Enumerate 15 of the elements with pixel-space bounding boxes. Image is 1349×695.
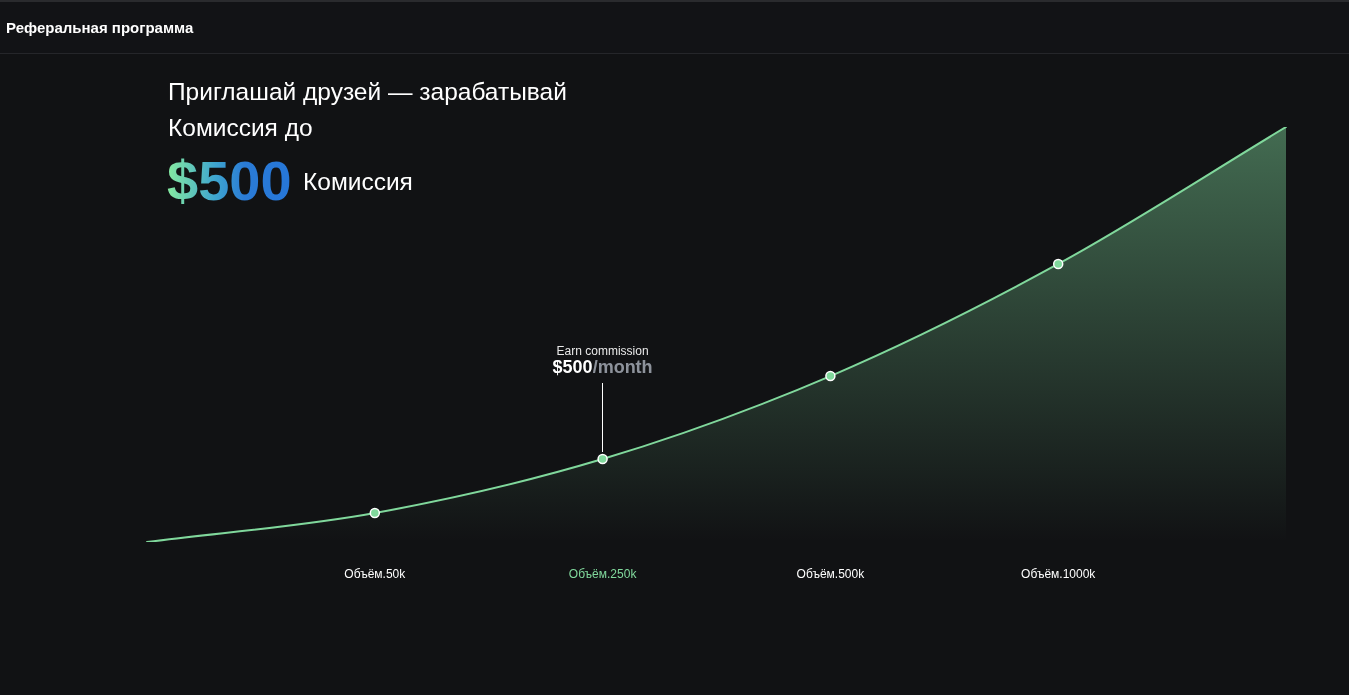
point <box>825 370 836 382</box>
chart-title: Реферальная программа <box>6 18 194 38</box>
annotation: Комиссия <box>303 167 413 197</box>
annotation: $500 <box>167 149 292 212</box>
annotation: $500/month <box>552 357 653 378</box>
point <box>1052 258 1064 270</box>
x-tick-label: Объём.500k <box>796 566 866 581</box>
x-tick-label: Объём.250k <box>568 566 638 581</box>
annotation: Earn commission <box>556 344 649 359</box>
x-tick-label: Объём.1000k <box>1021 566 1097 581</box>
x-tick-label: Объём.50k <box>344 566 407 581</box>
annotation: Комиссия до <box>168 113 313 143</box>
point <box>369 507 381 519</box>
point <box>597 453 608 465</box>
chart-subtitle: Приглашай друзей — зарабатывай <box>168 77 567 107</box>
